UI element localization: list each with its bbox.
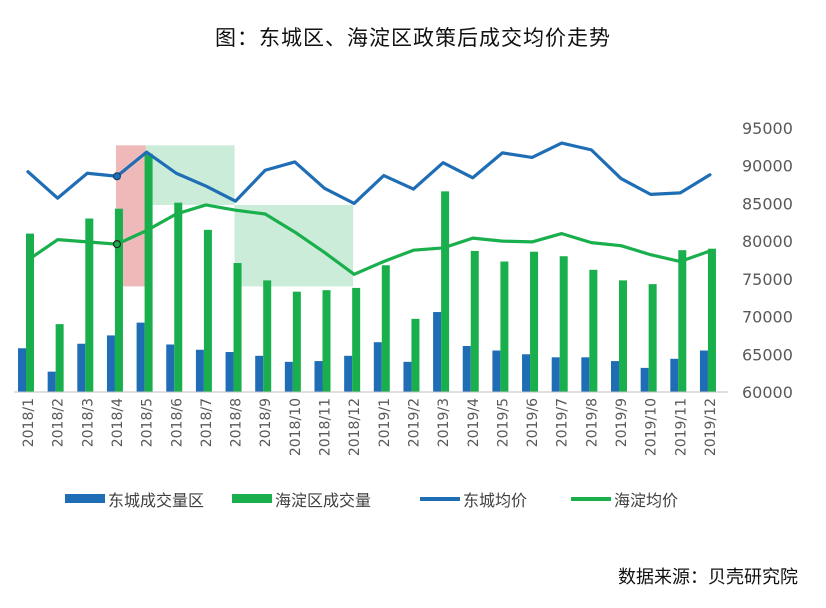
bar-haidian-volume — [55, 324, 64, 392]
bar-dongcheng-volume — [551, 357, 560, 392]
bar-haidian-volume — [589, 269, 598, 392]
legend-label: 东城均价 — [463, 491, 527, 510]
bar-dongcheng-volume — [522, 354, 531, 392]
x-tick-label: 2019/1 — [377, 398, 393, 447]
x-tick-label: 2019/3 — [436, 398, 452, 447]
bar-dongcheng-volume — [581, 357, 590, 392]
bar-dongcheng-volume — [344, 355, 353, 392]
y-tick-label: 75000 — [742, 270, 793, 289]
bar-haidian-volume — [26, 233, 34, 392]
bar-haidian-volume — [648, 284, 657, 392]
bar-haidian-volume — [352, 287, 361, 392]
bar-haidian-volume — [85, 218, 94, 392]
x-tick-label: 2018/12 — [347, 398, 363, 456]
y-tick-label: 70000 — [742, 308, 793, 327]
bar-haidian-volume — [619, 280, 627, 392]
bar-haidian-volume — [411, 318, 420, 392]
bar-haidian-volume — [292, 291, 301, 392]
bar-dongcheng-volume — [195, 349, 204, 392]
highlight-box-2 — [145, 145, 235, 205]
bar-dongcheng-volume — [136, 322, 145, 392]
x-tick-label: 2018/8 — [229, 398, 245, 447]
bar-haidian-volume — [678, 250, 687, 392]
x-tick-label: 2019/12 — [703, 398, 719, 456]
bar-dongcheng-volume — [77, 343, 86, 392]
y-tick-label: 80000 — [742, 232, 793, 251]
highlight-box-3 — [234, 204, 354, 287]
legend-swatch — [65, 494, 105, 503]
bar-dongcheng-volume — [699, 350, 708, 392]
x-tick-label: 2019/5 — [495, 398, 511, 447]
bar-dongcheng-volume — [670, 358, 679, 392]
bar-haidian-volume — [203, 229, 212, 392]
y-tick-label: 60000 — [742, 383, 793, 402]
bar-haidian-volume — [500, 261, 509, 392]
marker-point — [112, 172, 121, 181]
x-tick-label: 2018/5 — [140, 398, 156, 447]
legend-label: 东城成交量区 — [108, 491, 204, 510]
bar-haidian-volume — [174, 202, 183, 392]
bar-dongcheng-volume — [492, 350, 501, 392]
bar-dongcheng-volume — [373, 342, 382, 392]
bar-haidian-volume — [263, 280, 272, 392]
y-tick-label: 85000 — [742, 194, 793, 213]
bar-haidian-volume — [559, 256, 568, 392]
x-tick-label: 2018/11 — [318, 398, 334, 456]
chart-title: 图：东城区、海淀区政策后成交均价走势 — [215, 26, 611, 50]
marker-point — [112, 240, 122, 249]
bar-haidian-volume — [144, 153, 153, 392]
x-tick-label: 2019/11 — [673, 398, 689, 456]
bar-dongcheng-volume — [462, 345, 471, 392]
x-tick-label: 2018/2 — [51, 398, 67, 447]
bar-dongcheng-volume — [314, 361, 323, 392]
x-tick-label: 2018/10 — [288, 398, 304, 456]
x-tick-label: 2019/8 — [584, 398, 600, 447]
bar-haidian-volume — [530, 251, 539, 392]
bar-dongcheng-volume — [284, 361, 293, 392]
bar-haidian-volume — [322, 290, 331, 392]
x-tick-label: 2019/9 — [614, 398, 630, 447]
bar-dongcheng-volume — [611, 361, 619, 392]
data-source: 数据来源：贝壳研究院 — [618, 567, 798, 588]
bar-haidian-volume — [114, 208, 123, 392]
x-tick-label: 2018/4 — [110, 398, 126, 447]
x-tick-label: 2019/6 — [525, 398, 541, 447]
x-tick-label: 2018/6 — [169, 398, 185, 447]
bar-haidian-volume — [441, 191, 450, 392]
legend-label: 海淀均价 — [614, 491, 678, 510]
line-dongcheng-avg-price — [26, 141, 712, 206]
bar-dongcheng-volume — [106, 335, 115, 392]
y-tick-label: 95000 — [742, 119, 793, 138]
bar-haidian-volume — [233, 263, 242, 392]
bar-dongcheng-volume — [433, 312, 442, 392]
x-tick-label: 2019/4 — [466, 398, 482, 447]
bar-dongcheng-volume — [18, 348, 26, 392]
x-tick-label: 2019/7 — [555, 398, 571, 447]
line-haidian-avg-price — [26, 203, 712, 276]
legend-label: 海淀区成交量 — [275, 491, 371, 510]
bar-haidian-volume — [381, 265, 390, 392]
bar-haidian-volume — [707, 248, 716, 392]
x-tick-label: 2018/7 — [199, 398, 215, 447]
x-tick-label: 2018/1 — [21, 398, 37, 447]
x-tick-label: 2019/2 — [406, 398, 422, 447]
y-tick-label: 65000 — [742, 345, 793, 364]
bar-haidian-volume — [470, 250, 479, 392]
y-tick-label: 90000 — [742, 157, 793, 176]
x-tick-label: 2018/9 — [258, 398, 274, 447]
bar-dongcheng-volume — [166, 344, 175, 392]
bar-dongcheng-volume — [255, 355, 264, 392]
legend-swatch — [232, 494, 272, 503]
x-tick-label: 2018/3 — [80, 398, 96, 447]
x-tick-label: 2019/10 — [644, 398, 660, 456]
bar-dongcheng-volume — [225, 352, 234, 392]
bar-dongcheng-volume — [47, 371, 56, 392]
bar-dongcheng-volume — [403, 361, 412, 392]
bar-dongcheng-volume — [640, 367, 649, 392]
